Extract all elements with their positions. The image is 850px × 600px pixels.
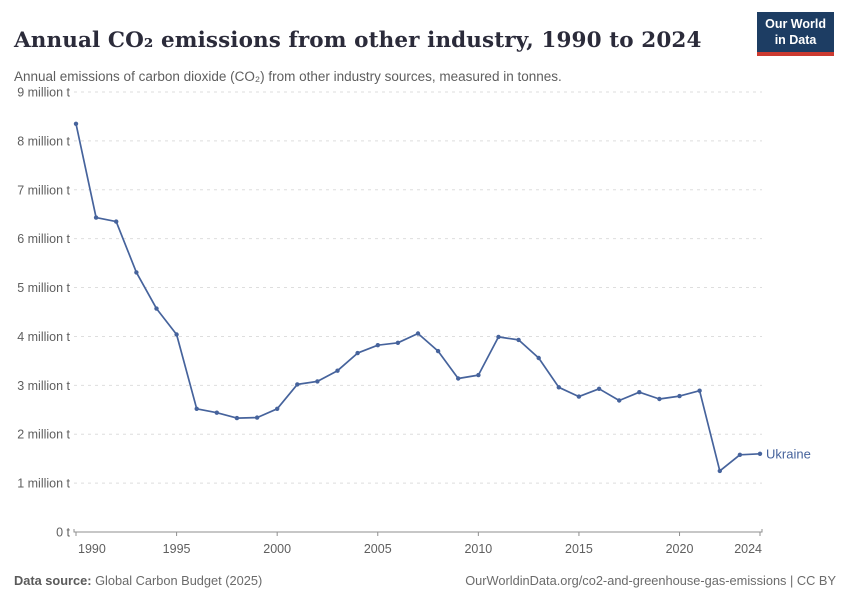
data-point-1997[interactable] [214, 410, 219, 415]
data-point-2019[interactable] [657, 396, 662, 402]
credit-link[interactable]: OurWorldinData.org/co2-and-greenhouse-ga… [465, 573, 836, 588]
y-axis-tick-label: 0 t [56, 526, 70, 540]
data-point-2013[interactable] [536, 355, 541, 361]
data-point-1999[interactable] [254, 415, 260, 420]
data-point-1990[interactable] [73, 121, 79, 127]
owid-logo-line1: Our World [765, 17, 826, 31]
data-point-2006[interactable] [395, 340, 401, 345]
x-axis-tick-label: 2010 [464, 542, 492, 556]
y-axis-tick-label: 7 million t [17, 183, 70, 197]
y-axis-tick-label: 2 million t [17, 428, 70, 442]
data-point-2014[interactable] [556, 385, 561, 390]
data-point-2005[interactable] [375, 343, 380, 348]
data-point-2021[interactable] [697, 388, 702, 393]
data-source-label: Data source: [14, 573, 92, 588]
x-axis-tick-label: 1990 [78, 542, 106, 556]
x-axis-tick-label: 2015 [565, 542, 593, 556]
y-axis-tick-label: 9 million t [17, 86, 70, 100]
y-axis-tick-label: 3 million t [17, 379, 70, 393]
y-axis-tick-label: 5 million t [17, 281, 70, 295]
data-point-2009[interactable] [456, 376, 461, 381]
data-point-2024[interactable] [757, 451, 763, 456]
data-point-2017[interactable] [617, 398, 622, 403]
data-source-note: Data source: Global Carbon Budget (2025) [14, 573, 262, 588]
data-point-1993[interactable] [134, 270, 139, 275]
y-axis-tick-label: 6 million t [17, 232, 70, 246]
data-point-1992[interactable] [114, 219, 119, 224]
chart-subtitle: Annual emissions of carbon dioxide (CO₂)… [14, 68, 562, 84]
data-point-2012[interactable] [516, 337, 521, 343]
data-point-2016[interactable] [596, 386, 602, 391]
data-point-2008[interactable] [435, 348, 441, 354]
y-axis-tick-label: 1 million t [17, 477, 70, 491]
data-point-1994[interactable] [154, 306, 159, 311]
x-axis-tick-label: 2020 [666, 542, 694, 556]
data-point-1996[interactable] [194, 406, 199, 411]
y-axis-tick-label: 4 million t [17, 330, 70, 344]
data-point-2003[interactable] [335, 368, 340, 373]
series-label-ukraine[interactable]: Ukraine [766, 446, 811, 461]
data-point-2004[interactable] [355, 350, 360, 356]
data-point-2002[interactable] [315, 379, 320, 384]
x-axis-tick-label: 2000 [263, 542, 291, 556]
data-point-2000[interactable] [275, 406, 280, 411]
data-point-2010[interactable] [476, 372, 481, 378]
data-point-1998[interactable] [234, 415, 240, 421]
line-series-ukraine[interactable] [75, 122, 761, 472]
x-axis-tick-label: 2005 [364, 542, 392, 556]
owid-logo[interactable]: Our World in Data [757, 12, 834, 57]
x-axis-tick-label: 1995 [163, 542, 191, 556]
data-point-2020[interactable] [677, 393, 682, 399]
data-point-2023[interactable] [737, 452, 743, 457]
y-axis-tick-label: 8 million t [17, 134, 70, 148]
data-point-2018[interactable] [637, 390, 642, 395]
x-axis-line [73, 529, 763, 533]
page-title: Annual CO₂ emissions from other industry… [14, 28, 702, 54]
data-point-2011[interactable] [496, 334, 501, 340]
data-point-2015[interactable] [576, 394, 582, 399]
data-source-value: Global Carbon Budget (2025) [91, 573, 263, 588]
data-point-2022[interactable] [717, 468, 722, 474]
data-point-1991[interactable] [93, 215, 99, 220]
owid-logo-line2: in Data [774, 32, 817, 47]
data-point-1995[interactable] [174, 332, 179, 337]
data-point-2001[interactable] [295, 382, 300, 387]
data-point-2007[interactable] [415, 331, 421, 336]
chart-footer: Data source: Global Carbon Budget (2025)… [14, 573, 836, 588]
x-axis-tick-label: 2024 [734, 542, 762, 556]
